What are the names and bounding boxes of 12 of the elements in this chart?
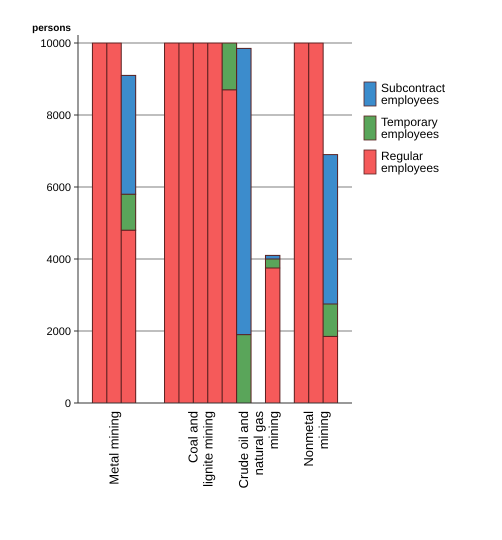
y-tick-label: 0 xyxy=(64,398,71,410)
x-tick-label: Metal mining xyxy=(106,411,122,485)
legend-label: Subcontract employees xyxy=(381,81,446,107)
y-tick-label: 10000 xyxy=(40,38,71,50)
y-tick-label: 6000 xyxy=(46,182,71,194)
legend-label: Regular employees xyxy=(381,149,440,175)
y-axis-title: persons xyxy=(32,23,72,34)
y-tick-label: 8000 xyxy=(46,110,71,122)
y-tick-label: 4000 xyxy=(46,254,71,266)
legend-label: Temporary employees xyxy=(381,115,440,141)
x-tick-label: Coal and lignite mining xyxy=(186,411,216,487)
y-tick-label: 2000 xyxy=(46,326,71,338)
